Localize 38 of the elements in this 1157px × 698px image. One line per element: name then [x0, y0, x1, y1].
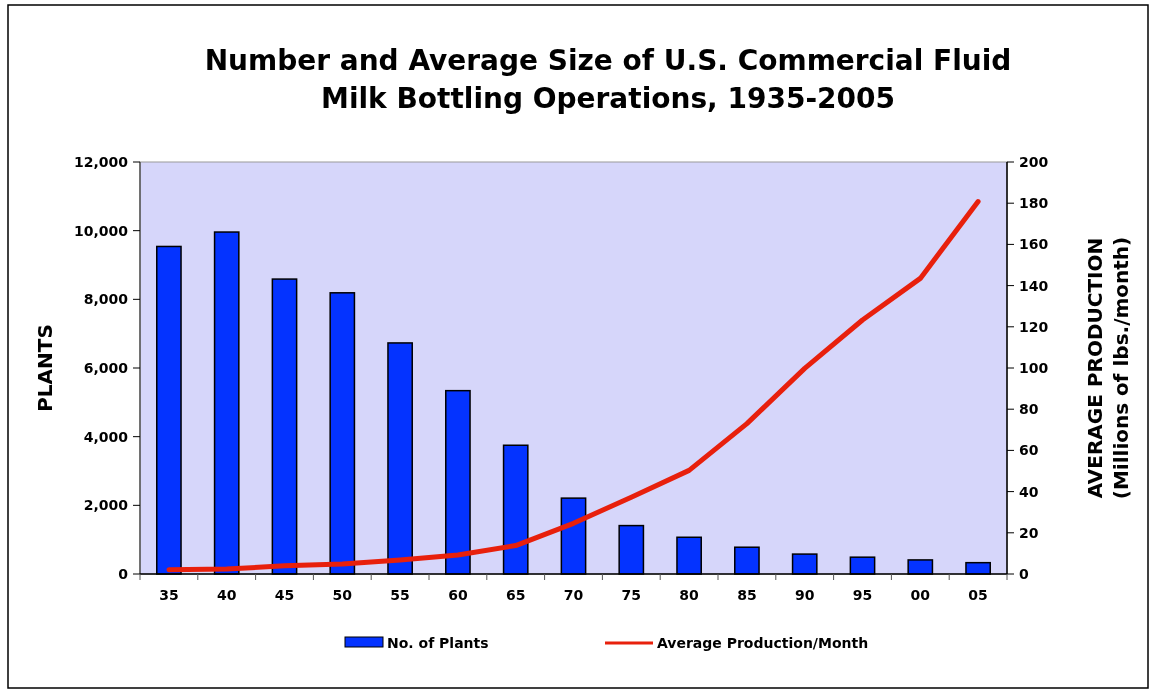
x-tick-label: 50: [332, 587, 353, 603]
y-tick-label: 0: [118, 565, 129, 582]
y2-tick-label: 120: [1019, 318, 1049, 335]
y2-tick-label: 60: [1019, 442, 1039, 459]
x-tick-label: 70: [563, 587, 584, 603]
y-tick-label: 6,000: [83, 359, 129, 376]
y2-axis-title: AVERAGE PRODUCTION (Millions of lbs./month): [1083, 236, 1133, 500]
legend-label: No. of Plants: [387, 634, 489, 651]
y-tick-label: 10,000: [73, 222, 129, 239]
x-tick-label: 75: [621, 587, 642, 603]
y2-tick-label: 80: [1019, 401, 1039, 418]
y2-tick-label: 180: [1019, 195, 1049, 212]
y-tick-label: 2,000: [83, 497, 129, 514]
y2-tick-label: 100: [1019, 359, 1049, 376]
x-tick-label: 85: [737, 587, 757, 603]
y2-tick-label: 140: [1019, 277, 1049, 294]
y2-tick-label: 200: [1019, 153, 1049, 170]
x-tick-label: 90: [794, 587, 815, 603]
x-tick-label: 55: [390, 587, 410, 603]
x-tick-label: 40: [216, 587, 237, 603]
chart-title: Number and Average Size of U.S. Commercial Fluid Milk Bottling Operations, 1935-2005: [204, 44, 1012, 115]
x-tick-label: 35: [159, 587, 179, 603]
x-tick-label: 00: [910, 587, 931, 603]
x-tick-label: 80: [679, 587, 700, 603]
y-axis-title: PLANTS: [33, 324, 57, 412]
y2-tick-label: 40: [1019, 483, 1039, 500]
y-tick-label: 8,000: [83, 291, 129, 308]
y2-tick-label: 160: [1019, 236, 1049, 253]
x-tick-label: 60: [448, 587, 468, 603]
x-tick-label: 05: [968, 587, 988, 603]
y-tick-label: 4,000: [83, 428, 129, 445]
y2-tick-label: 20: [1019, 524, 1039, 541]
legend-label: Average Production/Month: [657, 634, 869, 651]
x-tick-label: 65: [505, 587, 526, 603]
y2-tick-label: 0: [1019, 565, 1029, 582]
y-tick-label: 12,000: [73, 153, 129, 170]
x-tick-label: 45: [274, 587, 295, 603]
x-tick-label: 95: [852, 587, 873, 603]
